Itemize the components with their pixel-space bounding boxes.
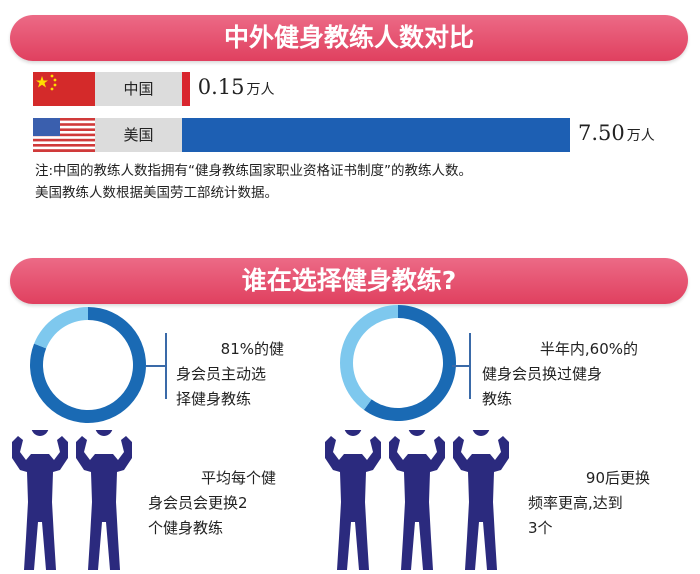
donut-annotation: 81%的健 身会员主动选 择健身教练 — [176, 340, 284, 408]
footnote: 注:中国的教练人数指拥有“健身教练国家职业资格证书制度”的教练人数。 美国教练人… — [35, 160, 472, 204]
connector-line — [469, 333, 471, 399]
muscle-man-icon — [453, 430, 509, 570]
donut-segment — [363, 305, 456, 421]
section-title-banner: 谁在选择健身教练? — [10, 258, 688, 304]
figure-annotation: 平均每个健 身会员会更换2 个健身教练 — [148, 469, 276, 537]
donut-segment — [340, 305, 398, 410]
china-flag-icon — [33, 72, 95, 106]
donut-chart — [29, 307, 147, 423]
donut-segment — [34, 307, 88, 349]
section-title-banner: 中外健身教练人数对比 — [10, 15, 688, 61]
value-label-china: 0.15 万人 — [197, 75, 275, 99]
bar-label-china: 中国 — [95, 72, 182, 106]
footnote-line: 美国教练人数根据美国劳工部统计数据。 — [35, 185, 278, 201]
connector-line — [452, 365, 470, 367]
bar-label-usa: 美国 — [95, 118, 182, 152]
footnote-line: 注:中国的教练人数指拥有“健身教练国家职业资格证书制度”的教练人数。 — [35, 163, 473, 179]
donut-annotation: 半年内,60%的 健身会员换过健身 教练 — [482, 340, 638, 408]
muscle-man-icon — [389, 430, 445, 570]
value-label-usa: 7.50 万人 — [578, 121, 655, 145]
figure-annotation: 90后更换 频率更高,达到 3个 — [528, 469, 650, 537]
connector-line — [165, 333, 167, 399]
bar-usa — [182, 118, 570, 152]
bar-china — [182, 72, 190, 106]
muscle-man-icon — [12, 430, 68, 570]
muscle-man-icon — [76, 430, 132, 570]
donut-chart — [340, 305, 456, 421]
connector-line — [146, 365, 166, 367]
muscle-man-icon — [325, 430, 381, 570]
usa-flag-icon — [33, 118, 95, 152]
